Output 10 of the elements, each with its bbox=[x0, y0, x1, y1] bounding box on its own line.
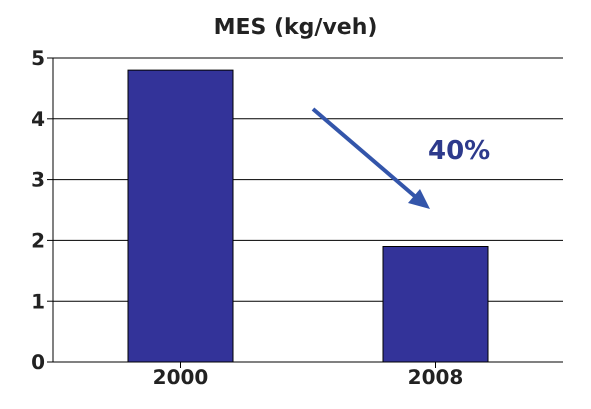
y-tick-label: 5 bbox=[31, 46, 45, 70]
y-tick-label: 4 bbox=[31, 106, 45, 131]
chart-title: MES (kg/veh) bbox=[212, 14, 378, 42]
y-tick-label: 2 bbox=[31, 228, 45, 252]
x-tick-label: 2000 bbox=[152, 365, 208, 390]
annotation: 40% bbox=[428, 136, 490, 166]
y-tick-label: 3 bbox=[31, 168, 45, 192]
x-tick-label: 2008 bbox=[408, 365, 464, 390]
y-tick-label: 1 bbox=[31, 289, 45, 314]
y-tick-label: 0 bbox=[31, 350, 45, 374]
